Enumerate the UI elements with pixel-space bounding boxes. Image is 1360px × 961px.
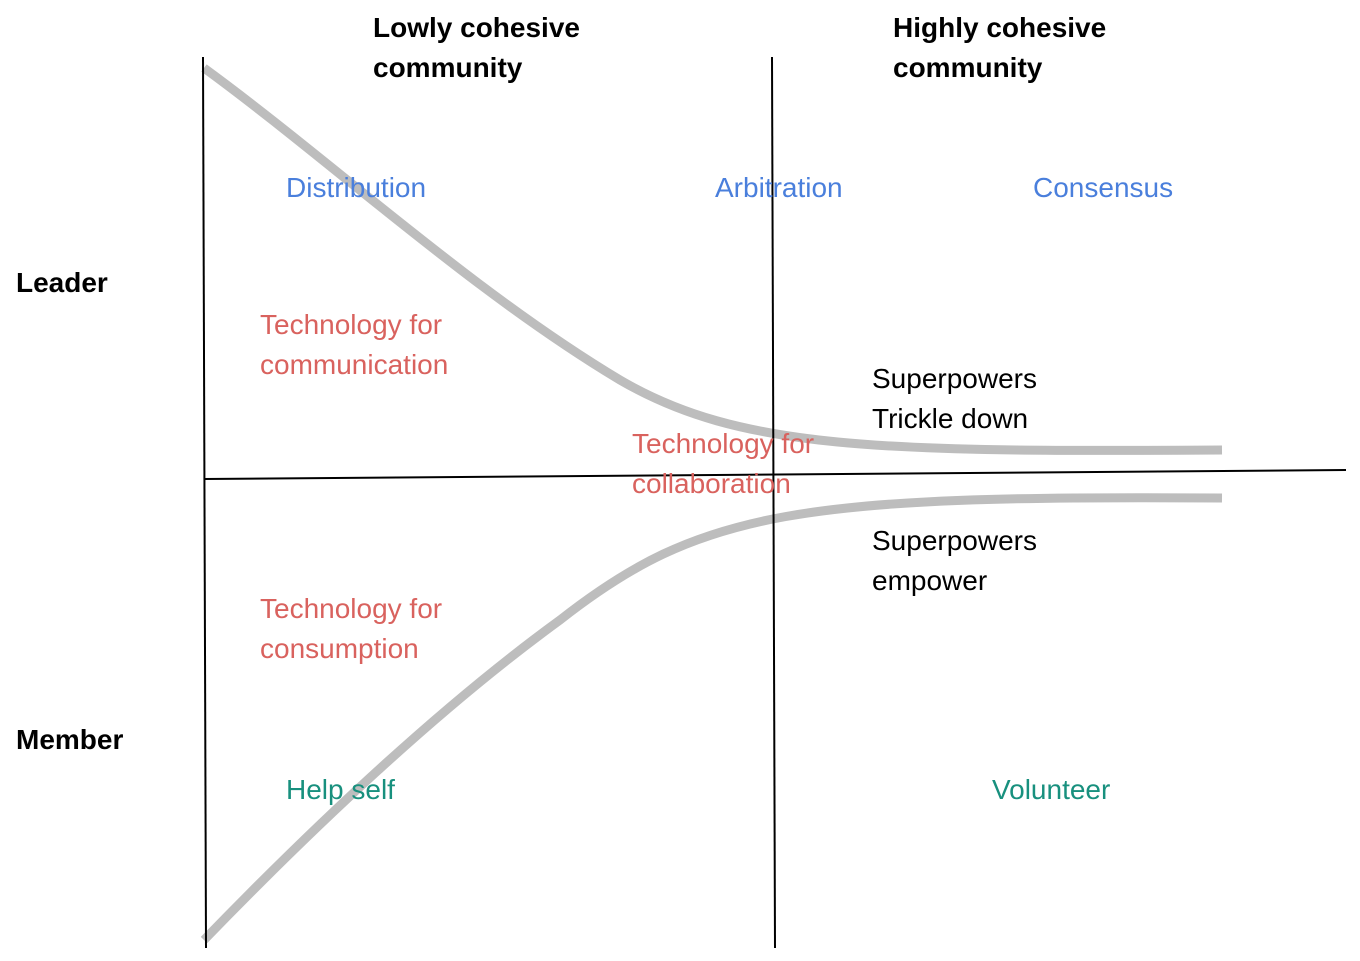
header-highly-cohesive: Highly cohesive community (893, 12, 1107, 83)
lower-curve (200, 493, 1223, 944)
label-technology-collaboration: Technology for collaboration (632, 428, 815, 499)
label-arbitration: Arbitration (715, 172, 843, 203)
label-help-self: Help self (286, 774, 395, 805)
axis-label-leader: Leader (16, 267, 108, 298)
middle-vertical-divider (771, 56, 776, 949)
upper-curve (201, 64, 1223, 455)
left-vertical-axis (202, 56, 207, 949)
horizontal-axis (203, 469, 1347, 480)
label-superpowers-empower: Superpowers empower (872, 525, 1037, 596)
label-technology-consumption: Technology for consumption (260, 593, 443, 664)
axis-label-member: Member (16, 724, 124, 755)
label-superpowers-trickle-down: Superpowers Trickle down (872, 363, 1037, 434)
label-distribution: Distribution (286, 172, 427, 203)
label-technology-communication: Technology for communication (260, 309, 449, 380)
header-lowly-cohesive: Lowly cohesive community (373, 12, 580, 83)
label-volunteer: Volunteer (992, 774, 1111, 805)
label-consensus: Consensus (1033, 172, 1174, 203)
